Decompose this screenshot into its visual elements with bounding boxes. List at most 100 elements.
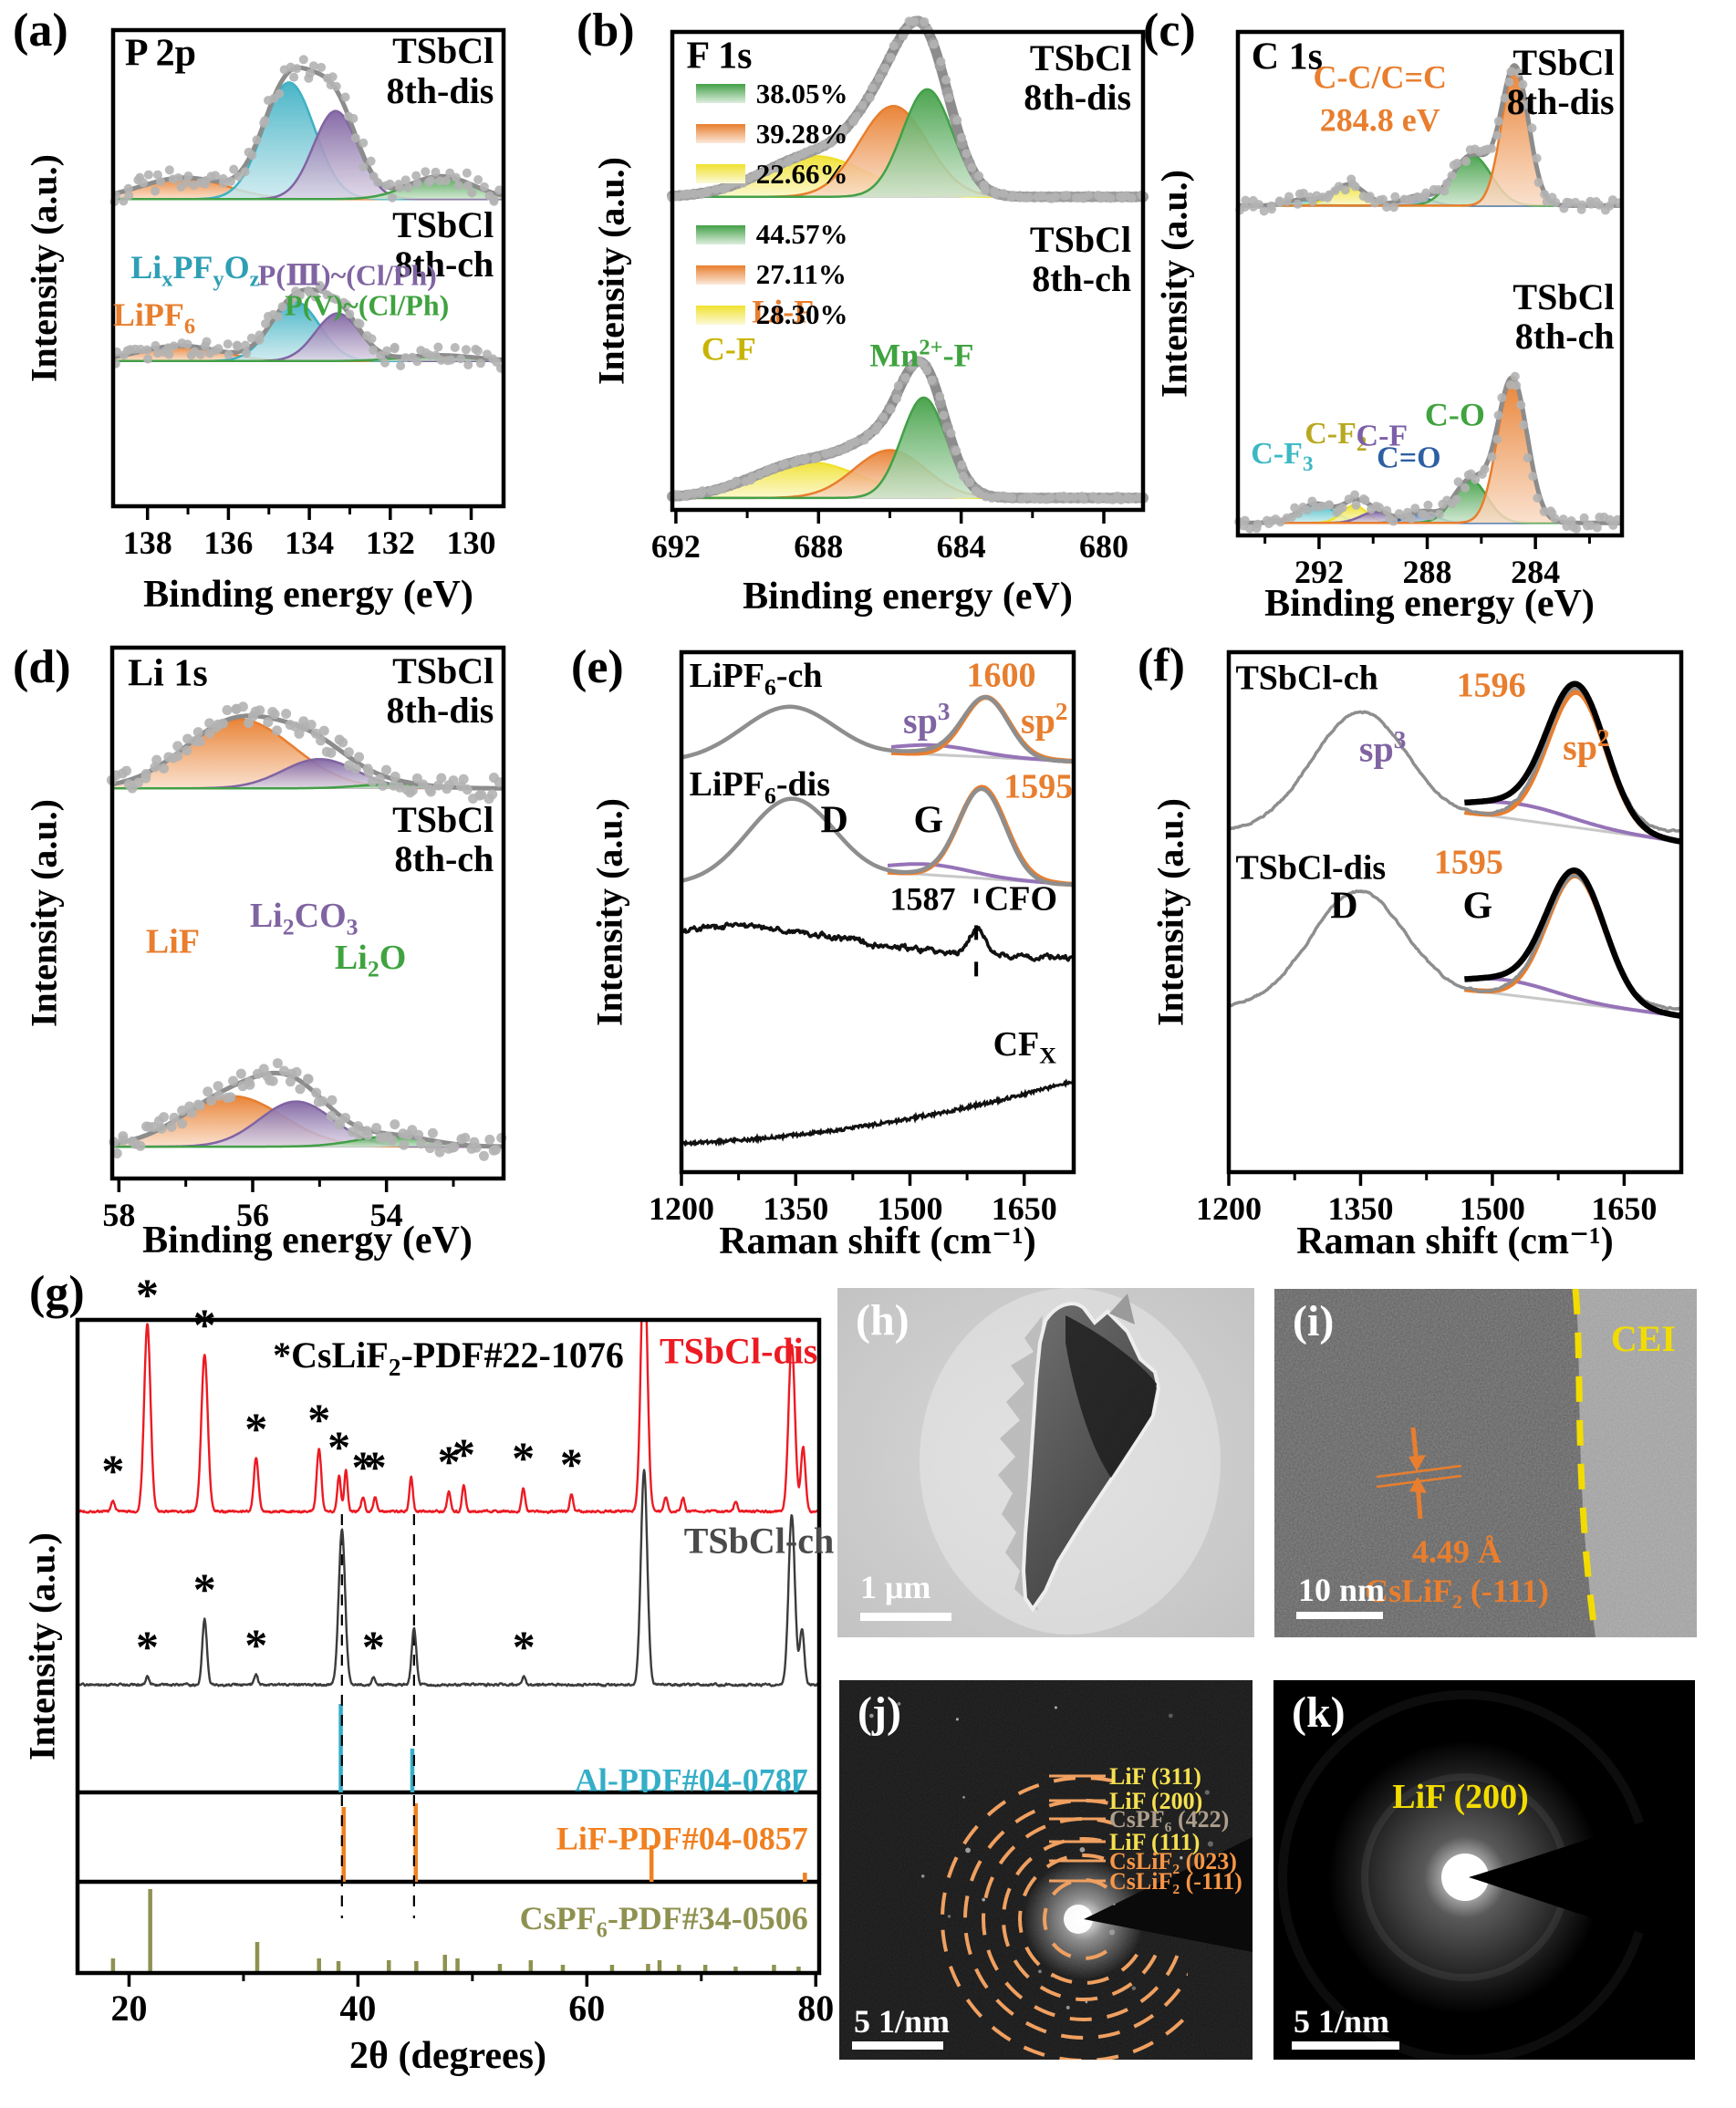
saed-grain (839, 1680, 1253, 2060)
svg-text:54: 54 (370, 1197, 403, 1233)
panel-c-x-axis-title: Binding energy (eV) (1264, 583, 1595, 625)
panel-a-plot: 138 136 134 132 130 (109, 27, 506, 561)
ring-label: LiF (111) (1109, 1829, 1200, 1855)
peak-star-marker: * (101, 1445, 124, 1496)
panel-a-x-axis-title: Binding energy (eV) (143, 574, 473, 616)
svg-text:680: 680 (1079, 528, 1128, 565)
hrtem-image-canvas: 4.49 Å CsLiF₂ (-111) CEI 10 nm (1274, 1289, 1697, 1637)
scale-bar-label: 1 μm (860, 1569, 930, 1605)
svg-text:130: 130 (447, 524, 496, 561)
panel-c-y-axis-title: Intensity (a.u.) (1153, 169, 1195, 399)
peak-star-marker: * (352, 1441, 375, 1492)
panel-e-label: (e) (571, 641, 624, 693)
panel-g-label: (g) (29, 1267, 85, 1319)
peak-star-marker: * (307, 1394, 330, 1445)
ring-label: LiF (200) (1392, 1778, 1529, 1816)
peak-star-marker: * (327, 1421, 350, 1472)
ring-label: LiF (311) (1109, 1763, 1201, 1790)
arrow-down-icon (1409, 1455, 1426, 1471)
panel-a-label: (a) (13, 5, 68, 57)
panel-i-hrtem-image: 4.49 Å CsLiF₂ (-111) CEI 10 nm (i) (1274, 1289, 1697, 1637)
panel-e-y-axis-title: Intensity (a.u.) (588, 797, 630, 1027)
svg-text:1350: 1350 (1327, 1190, 1393, 1227)
svg-text:288: 288 (1403, 554, 1452, 590)
scale-bar (860, 1613, 951, 1621)
svg-text:292: 292 (1294, 554, 1344, 590)
phase-label: CsLiF₂ (-111) (1365, 1573, 1549, 1609)
beam-stop (1084, 1837, 1253, 1952)
panel-h-label: (h) (856, 1296, 910, 1345)
ring-label: CsLiF₂ (023) (1109, 1848, 1237, 1874)
peak-star-marker: * (512, 1432, 535, 1483)
panel-g-x-axis-title: 2θ (degrees) (349, 2035, 546, 2077)
d-spacing-label: 4.49 Å (1412, 1533, 1502, 1570)
peak-star-marker: * (244, 1619, 267, 1670)
beam-stop (1469, 1806, 1695, 1948)
panel-d: (d) Intensity (a.u.) 58 56 54 Li 1s TSbCl 8t… (7, 637, 560, 1264)
panel-j-label: (j) (858, 1688, 901, 1737)
ring-label: CsPF₆ (422) (1109, 1806, 1229, 1833)
panel-c: (c) Intensity (a.u.) 292 288 284 C 1s C-C/C… (1136, 4, 1736, 631)
panel-c-plot: 292 288 284 (1234, 29, 1625, 590)
ring-label: LiF (200) (1109, 1788, 1202, 1814)
peak-star-marker: * (513, 1621, 535, 1672)
peak-star-marker: * (362, 1621, 385, 1672)
svg-text:1500: 1500 (877, 1190, 942, 1227)
panel-h-tem-image: 1 μm (h) (837, 1288, 1254, 1637)
arrow-up-icon (1409, 1477, 1427, 1493)
svg-text:60: 60 (568, 1988, 605, 2029)
peak-star-marker: * (193, 1563, 216, 1615)
panel-f-y-axis-title: Intensity (a.u.) (1149, 797, 1191, 1027)
svg-text:136: 136 (203, 524, 253, 561)
panel-f: (f) Intensity (a.u.) 1200 1350 1500 1650 TS… (1136, 637, 1736, 1264)
panel-g-y-axis-title: Intensity (a.u.) (21, 1532, 63, 1761)
svg-text:132: 132 (366, 524, 415, 561)
panel-c-label: (c) (1143, 5, 1196, 57)
svg-text:80: 80 (797, 1988, 834, 2029)
saed-canvas: LiF (311)LiF (200)CsPF₆ (422)LiF (111)Cs… (839, 1680, 1253, 2060)
peak-star-marker: * (364, 1441, 387, 1492)
svg-text:20: 20 (110, 1988, 147, 2029)
panel-f-x-axis-title: Raman shift (cm⁻¹) (1296, 1220, 1614, 1262)
peak-star-marker: * (560, 1438, 583, 1490)
svg-text:284: 284 (1511, 554, 1560, 590)
tem-image-canvas: 1 μm (837, 1288, 1254, 1637)
scale-bar (852, 2041, 943, 2050)
tem-grain (837, 1288, 1254, 1637)
central-beam-spot (1441, 1854, 1489, 1901)
scale-bar-label: 5 1/nm (854, 2003, 950, 2040)
panel-i-label: (i) (1293, 1297, 1335, 1345)
svg-text:1500: 1500 (1460, 1190, 1525, 1227)
scale-bar-label: 10 nm (1298, 1572, 1385, 1608)
panel-k-saed-image: LiF (200) 5 1/nm (k) (1273, 1680, 1695, 2060)
svg-text:688: 688 (794, 528, 843, 565)
panel-d-label: (d) (13, 641, 71, 693)
svg-text:1650: 1650 (992, 1190, 1057, 1227)
scale-bar (1292, 2041, 1399, 2050)
panel-e: (e) Intensity (a.u.) 1200 1350 1500 1650 Li… (567, 637, 1151, 1264)
peak-star-marker: * (438, 1436, 461, 1487)
peak-star-marker: * (193, 1299, 216, 1350)
peak-star-marker: * (452, 1428, 475, 1480)
cei-label: CEI (1611, 1318, 1676, 1359)
panel-e-x-axis-title: Raman shift (cm⁻¹) (719, 1220, 1036, 1262)
svg-text:684: 684 (937, 528, 986, 565)
scale-bar-label: 5 1/nm (1294, 2003, 1389, 2040)
panel-d-y-axis-title: Intensity (a.u.) (23, 798, 65, 1028)
svg-text:134: 134 (285, 524, 334, 561)
panel-f-label: (f) (1138, 639, 1185, 691)
panel-e-plot: 1200 1350 1500 1650 (649, 649, 1076, 1227)
panel-d-x-axis-title: Binding energy (eV) (142, 1220, 473, 1262)
panel-f-plot: 1200 1350 1500 1650 (1196, 649, 1684, 1227)
panel-d-plot: 58 56 54 (102, 645, 507, 1233)
panel-k-label: (k) (1292, 1688, 1346, 1737)
panel-b-x-axis-title: Binding energy (eV) (743, 576, 1073, 618)
panel-j-saed-image: LiF (311) LiF (200) CsPF₆ (422) LiF (111) Cs… (839, 1680, 1253, 2060)
svg-text:40: 40 (339, 1988, 376, 2029)
panel-b-plot: 692 688 684 680 (651, 16, 1149, 565)
cei-boundary-dashed-line (1572, 1289, 1599, 1637)
svg-text:1650: 1650 (1591, 1190, 1657, 1227)
hrtem-grain (1274, 1289, 1697, 1637)
panel-a: (a) Intensity (a.u.) 138 136 134 132 130 P 2… (7, 4, 560, 631)
